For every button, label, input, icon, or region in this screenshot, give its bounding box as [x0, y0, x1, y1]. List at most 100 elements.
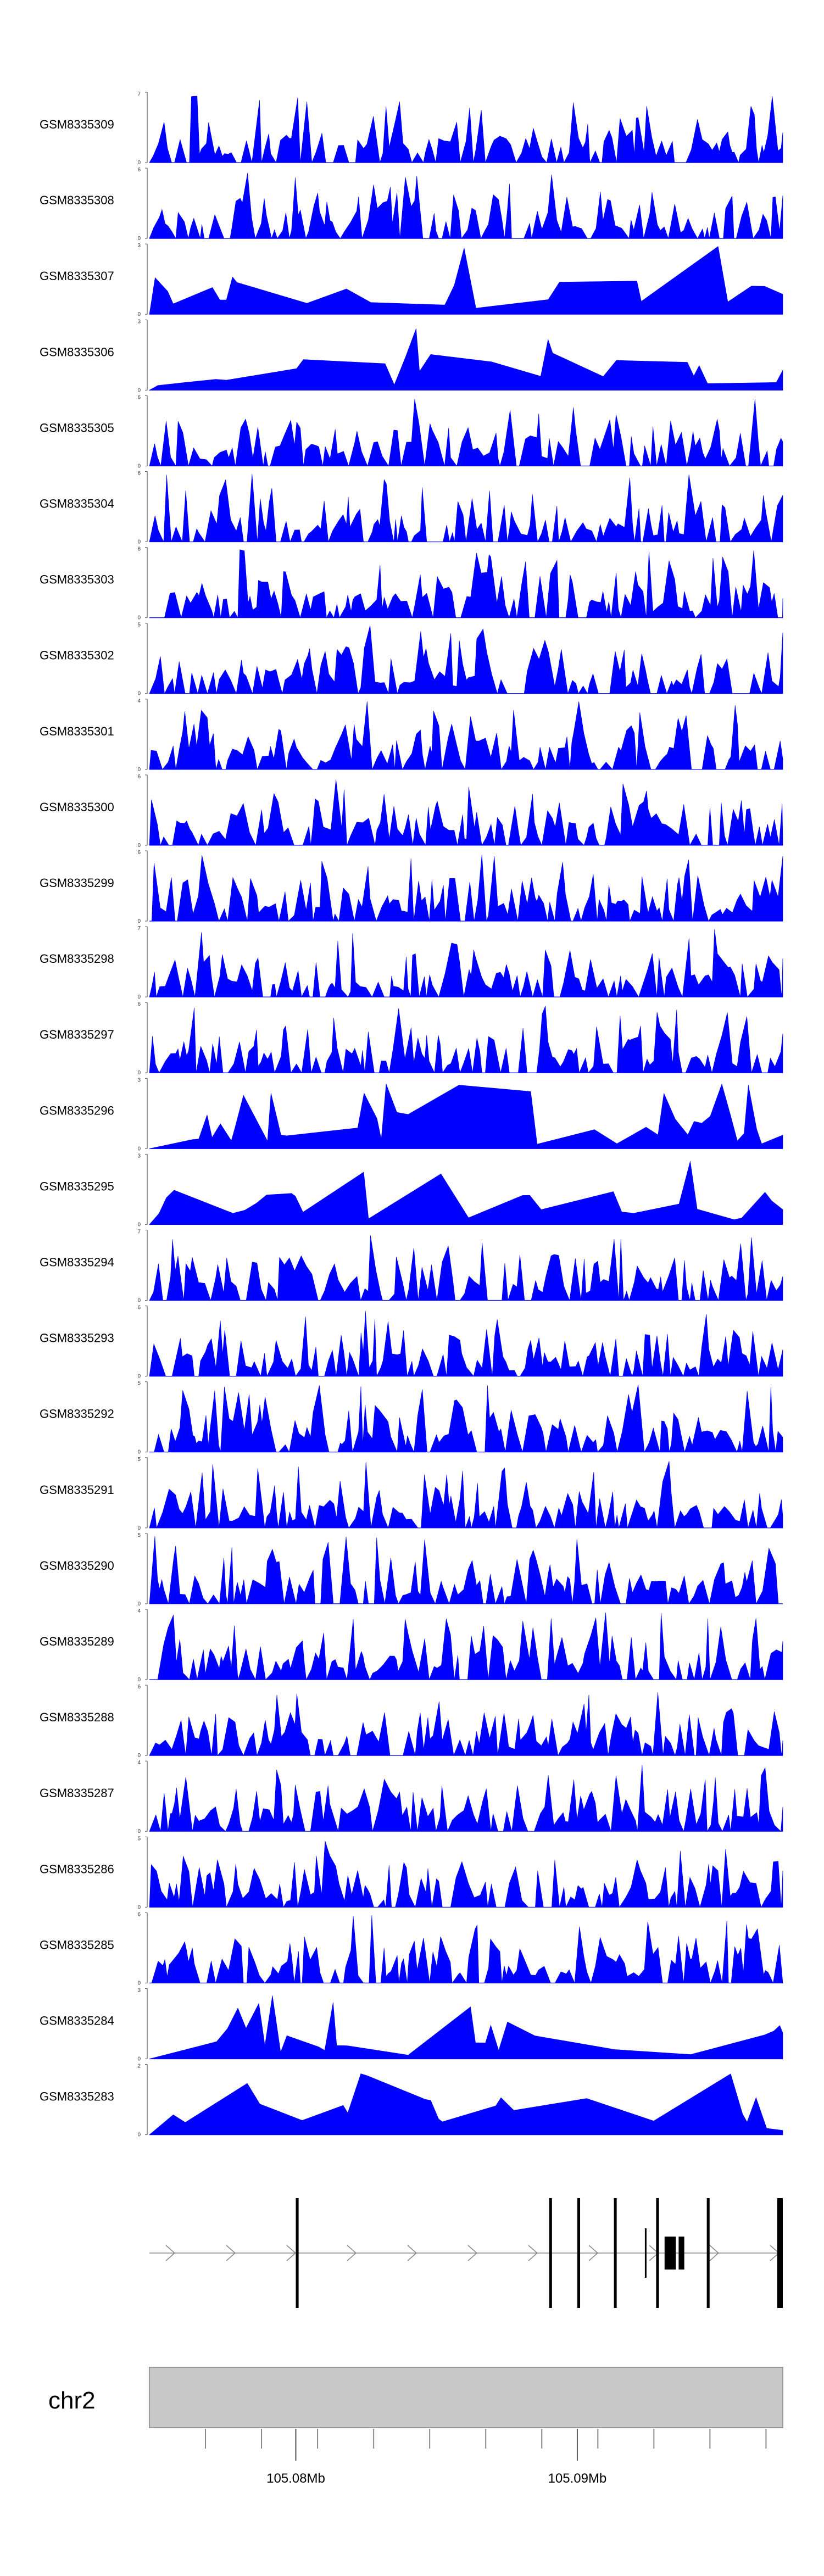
strand-arrow	[709, 2245, 720, 2261]
track-label: GSM8335286	[40, 1862, 114, 1876]
track-ymax-label: 5	[137, 1381, 141, 1387]
strand-arrow	[407, 2245, 417, 2261]
track-ymin-label: 0	[137, 1222, 141, 1228]
strand-arrow	[286, 2245, 297, 2261]
track-ymax-label: 6	[137, 850, 141, 856]
coverage-area	[149, 1235, 783, 1301]
track-ymax-label: 4	[137, 698, 141, 704]
track-ymax-label: 6	[137, 394, 141, 400]
track-label: GSM8335302	[40, 649, 114, 662]
track-label: GSM8335288	[40, 1710, 114, 1724]
track-ymax-label: 7	[137, 91, 141, 97]
track-label: GSM8335292	[40, 1407, 114, 1421]
track-ymax-label: 6	[137, 471, 141, 477]
track-label: GSM8335284	[40, 2014, 114, 2028]
coverage-area	[149, 172, 783, 239]
track-ymax-label: 7	[137, 925, 141, 932]
track-ymin-label: 0	[137, 767, 141, 773]
track-ymin-label: 0	[137, 615, 141, 621]
track-label: GSM8335287	[40, 1786, 114, 1800]
chromosome-label: chr2	[48, 2387, 96, 2414]
track-ymax-label: 4	[137, 1760, 141, 1766]
track-ymax-label: 7	[137, 1229, 141, 1235]
track-ymax-label: 5	[137, 622, 141, 628]
track-ymin-label: 0	[137, 1980, 141, 1986]
track-label: GSM8335305	[40, 421, 114, 434]
chromosome-band	[149, 2367, 783, 2428]
coverage-track: GSM8335308 6 0	[40, 167, 783, 242]
coverage-track: GSM8335306 3 0	[40, 319, 783, 393]
coverage-track: GSM8335286 5 0	[40, 1836, 783, 1910]
coverage-track: GSM8335301 4 0	[40, 698, 783, 773]
strand-arrow	[467, 2245, 478, 2261]
track-ymin-label: 0	[137, 539, 141, 545]
coverage-area	[149, 855, 783, 922]
track-ymin-label: 0	[137, 387, 141, 393]
track-ymin-label: 0	[137, 918, 141, 924]
coverage-track: GSM8335293 6 0	[40, 1305, 783, 1380]
utr-mark	[644, 2228, 647, 2278]
exon	[577, 2198, 581, 2308]
track-ymax-label: 3	[137, 1077, 141, 1083]
coverage-area	[149, 96, 783, 164]
track-ymin-label: 0	[137, 691, 141, 697]
strand-arrow	[528, 2245, 538, 2261]
coverage-track: GSM8335284 3 0	[40, 1988, 783, 2062]
exon	[549, 2198, 552, 2308]
gene-model-track	[149, 2198, 783, 2308]
coverage-tracks: GSM833530970GSM833530860GSM833530730GSM8…	[40, 91, 783, 2138]
track-label: GSM8335308	[40, 193, 114, 207]
track-ymin-label: 0	[137, 2056, 141, 2062]
coverage-track: GSM8335292 5 0	[40, 1381, 783, 1456]
coverage-track: GSM8335283 2 0	[40, 2064, 783, 2138]
coverage-area	[149, 1995, 783, 2059]
coverage-area	[149, 1311, 783, 1377]
track-label: GSM8335307	[40, 269, 114, 283]
track-ymin-label: 0	[137, 1449, 141, 1456]
coverage-area	[149, 1841, 783, 1908]
coverage-track: GSM8335304 6 0	[40, 471, 783, 545]
track-label: GSM8335283	[40, 2090, 114, 2104]
coverage-track: GSM8335291 5 0	[40, 1457, 783, 1531]
exon	[656, 2198, 659, 2308]
track-ymin-label: 0	[137, 160, 141, 166]
strand-arrow	[347, 2245, 357, 2261]
coverage-area	[149, 399, 783, 467]
track-ymax-label: 6	[137, 1911, 141, 1917]
track-label: GSM8335301	[40, 724, 114, 738]
coverage-track: GSM8335300 6 0	[40, 774, 783, 849]
track-ymin-label: 0	[137, 1525, 141, 1531]
track-ymax-label: 6	[137, 1001, 141, 1007]
track-ymax-label: 6	[137, 547, 141, 553]
track-label: GSM8335299	[40, 876, 114, 890]
coverage-area	[149, 1161, 783, 1225]
coverage-track: GSM8335289 4 0	[40, 1608, 783, 1683]
coverage-area	[148, 328, 783, 391]
track-ymin-label: 0	[137, 311, 141, 317]
track-ymax-label: 5	[137, 1457, 141, 1463]
track-ymax-label: 6	[137, 167, 141, 173]
track-ymin-label: 0	[137, 1146, 141, 1152]
exon	[777, 2198, 783, 2308]
coverage-area	[149, 1385, 783, 1453]
track-ymax-label: 5	[137, 1836, 141, 1842]
exon	[296, 2198, 299, 2308]
coverage-track: GSM8335290 5 0	[40, 1532, 783, 1607]
track-ymin-label: 0	[137, 1753, 141, 1759]
track-label: GSM8335298	[40, 952, 114, 966]
coverage-track: GSM8335288 6 0	[40, 1684, 783, 1759]
track-label: GSM8335297	[40, 1028, 114, 1041]
track-label: GSM8335285	[40, 1938, 114, 1951]
track-ymax-label: 3	[137, 1153, 141, 1159]
track-ymin-label: 0	[137, 236, 141, 242]
track-label: GSM8335293	[40, 1331, 114, 1345]
track-ymin-label: 0	[137, 1904, 141, 1910]
coverage-track: GSM8335305 6 0	[40, 394, 783, 469]
exon	[664, 2237, 676, 2270]
track-ymin-label: 0	[137, 1374, 141, 1380]
track-ymax-label: 2	[137, 2064, 141, 2070]
coverage-track: GSM8335295 3 0	[40, 1153, 783, 1228]
coverage-track: GSM8335285 6 0	[40, 1911, 783, 1986]
track-label: GSM8335306	[40, 345, 114, 359]
